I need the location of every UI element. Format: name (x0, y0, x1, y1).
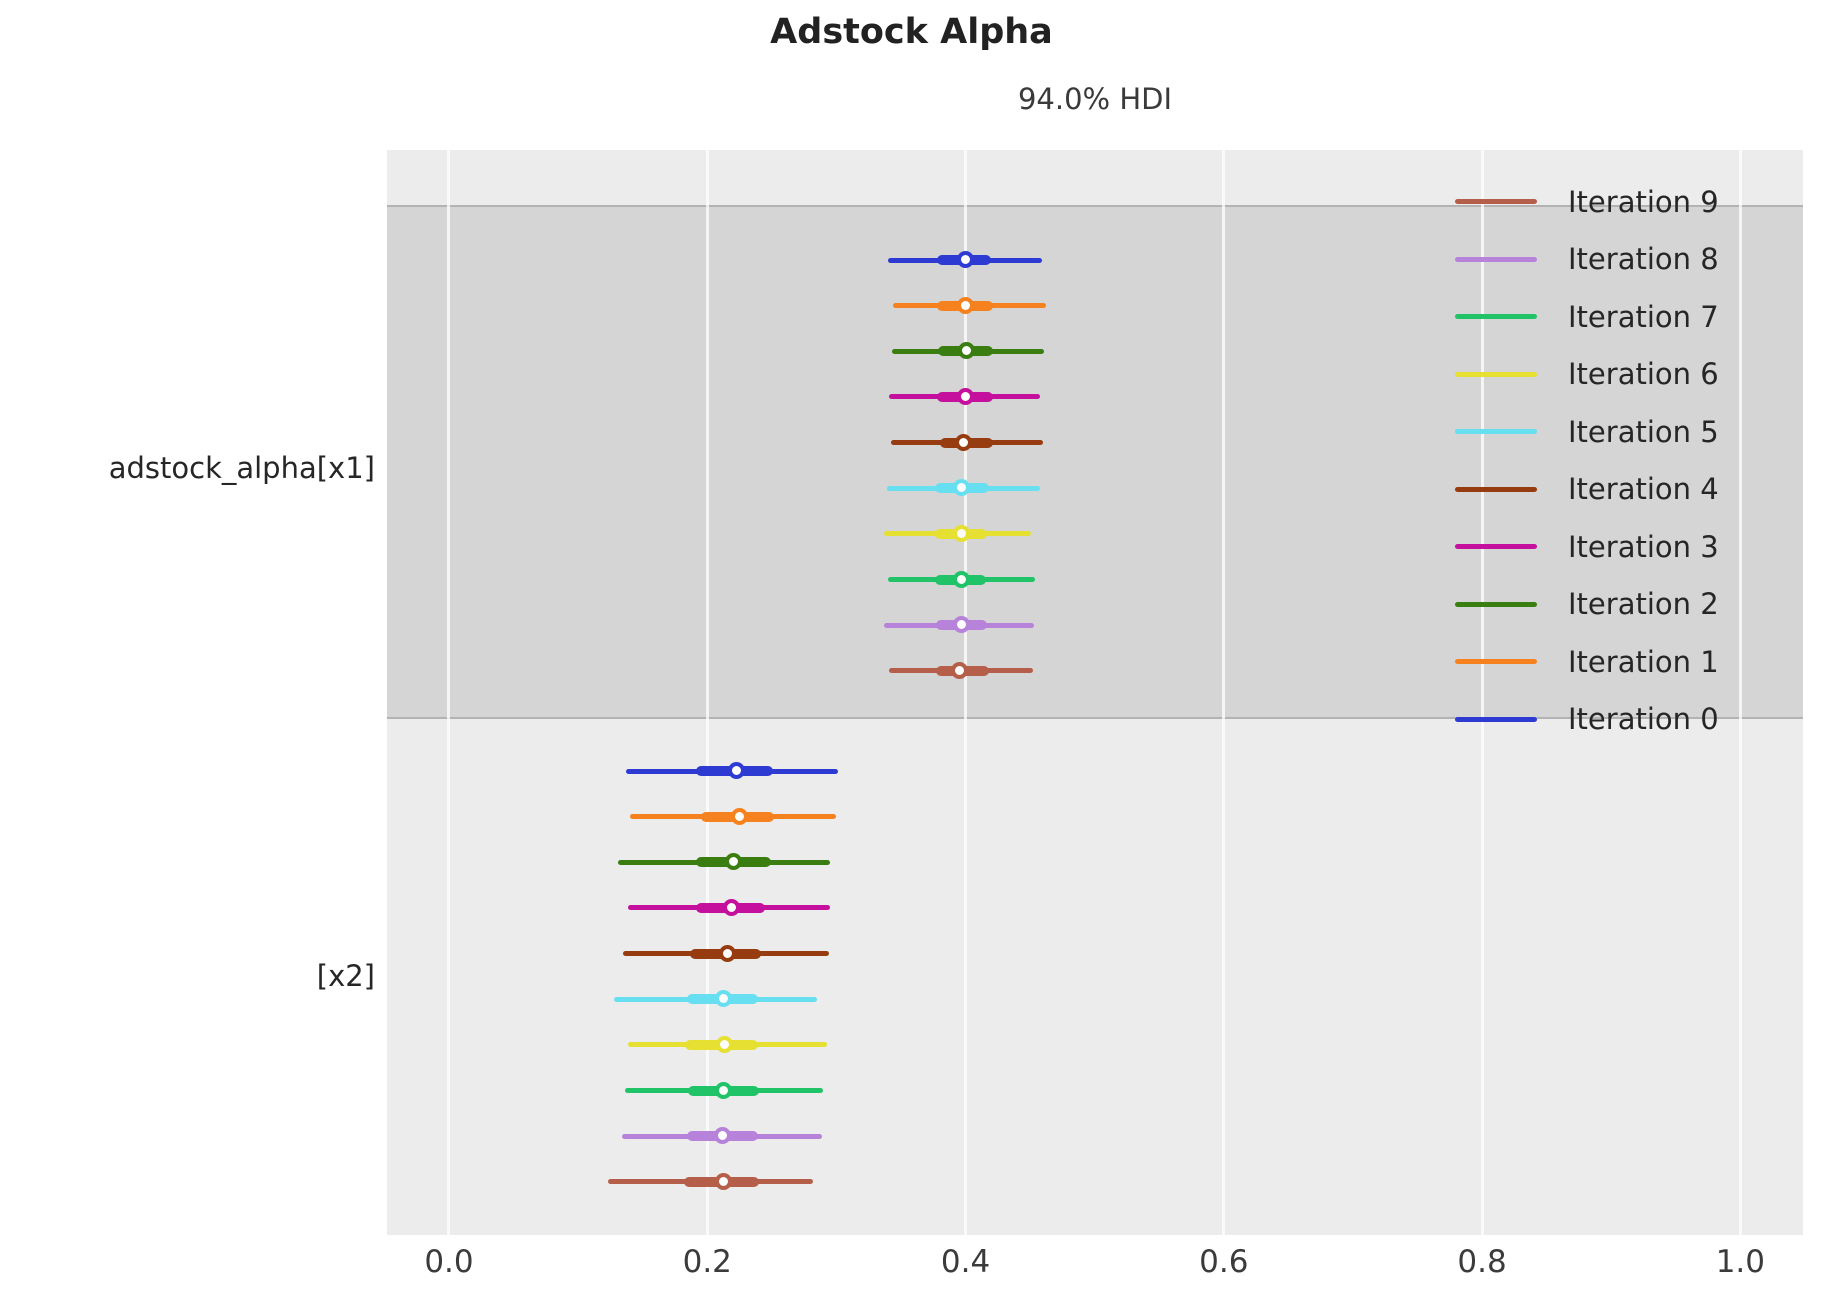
median-marker (956, 296, 974, 314)
median-marker (725, 853, 743, 871)
gridline (1480, 150, 1484, 1235)
x-tick-label: 0.2 (682, 1244, 732, 1280)
legend-line-icon (1455, 601, 1537, 607)
legend-item: Iteration 0 (1455, 691, 1719, 749)
legend-label: Iteration 4 (1568, 472, 1719, 507)
legend-label: Iteration 3 (1568, 529, 1719, 564)
shaded-band-x1 (387, 205, 1803, 719)
legend-item: Iteration 6 (1455, 346, 1719, 404)
median-marker (715, 990, 733, 1008)
chart-title: Adstock Alpha (770, 12, 1053, 52)
legend-line-icon (1455, 544, 1537, 550)
y-axis-label: adstock_alpha[x1] (108, 451, 375, 485)
median-marker (727, 762, 745, 779)
legend-line-icon (1455, 314, 1537, 320)
median-marker (722, 898, 740, 916)
median-marker (951, 661, 969, 679)
x-tick-label: 0.4 (940, 1244, 991, 1280)
legend-label: Iteration 0 (1568, 702, 1719, 737)
median-marker (716, 1035, 734, 1053)
median-marker (956, 251, 974, 268)
legend-label: Iteration 8 (1568, 242, 1719, 277)
x-tick-label: 0.8 (1457, 1244, 1507, 1280)
median-marker (952, 616, 970, 634)
legend-label: Iteration 1 (1568, 644, 1719, 679)
legend-label: Iteration 2 (1568, 587, 1719, 622)
legend-line-icon (1455, 716, 1537, 722)
legend-item: Iteration 5 (1455, 403, 1719, 461)
gridline (705, 150, 709, 1235)
legend-item: Iteration 8 (1455, 231, 1719, 289)
gridline (1222, 150, 1226, 1235)
x-tick-label: 1.0 (1715, 1244, 1766, 1280)
median-marker (952, 524, 970, 542)
hdi-subtitle: 94.0% HDI (1017, 82, 1173, 116)
legend-item: Iteration 3 (1455, 518, 1719, 576)
gridline (964, 150, 968, 1235)
median-marker (715, 1172, 733, 1190)
gridline (1738, 150, 1742, 1235)
legend-label: Iteration 6 (1568, 357, 1719, 392)
x-tick-label: 0.0 (424, 1244, 474, 1280)
legend-item: Iteration 4 (1455, 461, 1719, 519)
legend-label: Iteration 5 (1568, 414, 1719, 449)
median-marker (955, 433, 973, 451)
legend-item: Iteration 2 (1455, 576, 1719, 634)
legend-item: Iteration 9 (1455, 173, 1719, 231)
median-marker (957, 342, 975, 360)
legend-line-icon (1455, 371, 1537, 377)
legend-label: Iteration 9 (1568, 184, 1719, 219)
legend-line-icon (1455, 199, 1537, 205)
median-marker (956, 387, 974, 405)
y-axis-label: [x2] (316, 959, 375, 993)
legend-item: Iteration 1 (1455, 633, 1719, 691)
median-marker (715, 1081, 733, 1099)
legend-line-icon (1455, 486, 1537, 492)
median-marker (952, 479, 970, 497)
median-marker (713, 1127, 731, 1145)
median-marker (730, 807, 748, 825)
median-marker (952, 570, 970, 588)
legend-line-icon (1455, 256, 1537, 262)
median-marker (718, 944, 736, 962)
legend-label: Iteration 7 (1568, 299, 1719, 334)
legend-item: Iteration 7 (1455, 288, 1719, 346)
x-tick-label: 0.6 (1199, 1244, 1249, 1280)
plot-area (387, 150, 1803, 1235)
legend-line-icon (1455, 429, 1537, 435)
legend-line-icon (1455, 659, 1537, 665)
gridline (447, 150, 451, 1235)
